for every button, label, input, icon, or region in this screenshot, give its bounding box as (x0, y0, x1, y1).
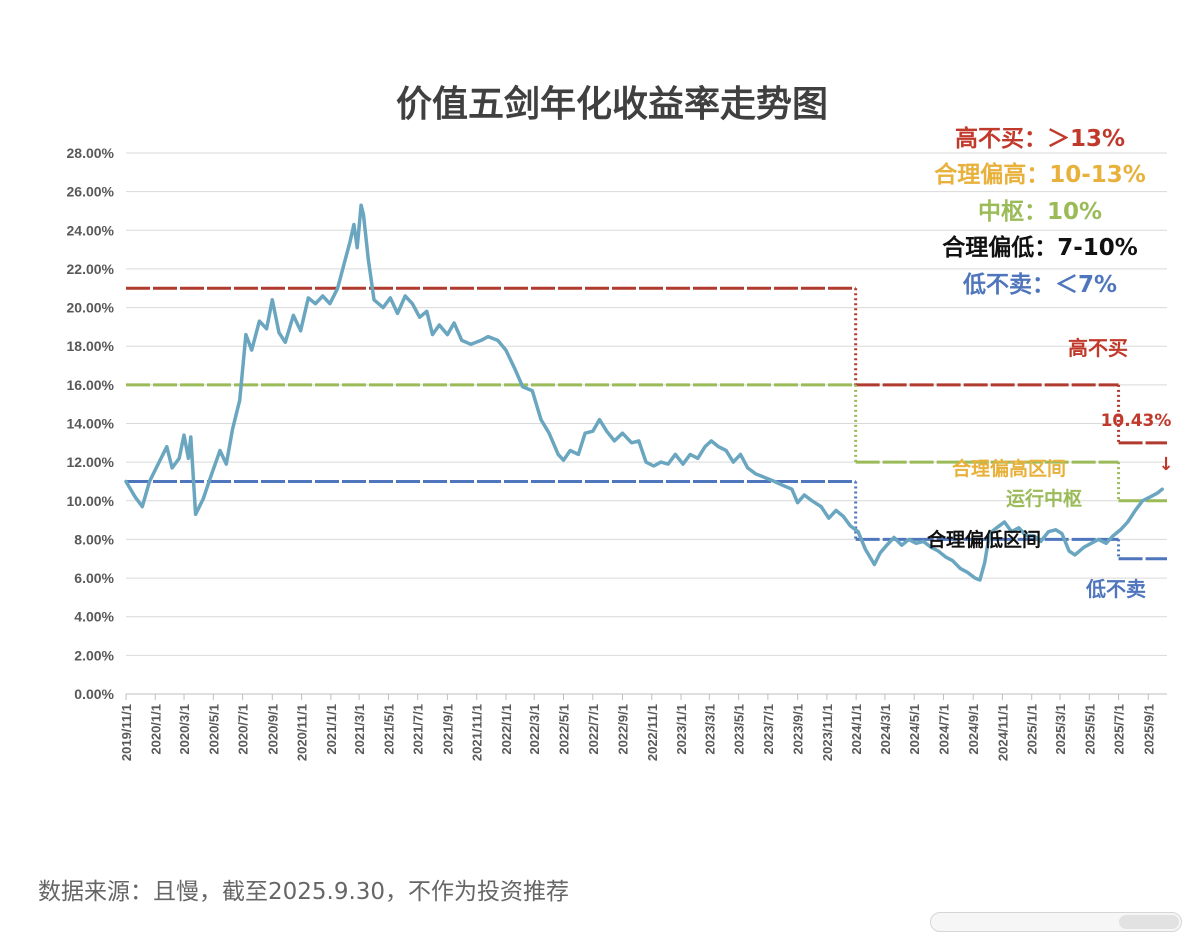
y-tick-label: 8.00% (74, 531, 114, 547)
legend-entry: 低不卖：＜7% (962, 272, 1117, 298)
x-tick-label: 2024/9/1 (966, 704, 981, 755)
horizontal-scrollbar[interactable] (930, 912, 1182, 932)
chart-title: 价值五剑年化收益率走势图 (396, 83, 828, 125)
series-line (124, 203, 1164, 582)
y-tick-label: 10.00% (67, 493, 115, 509)
x-tick-label: 2025/7/1 (1112, 704, 1127, 755)
x-tick-label: 2024/3/1 (878, 704, 893, 755)
x-tick-label: 2020/9/1 (265, 704, 280, 755)
y-tick-label: 16.00% (67, 377, 115, 393)
x-tick-label: 2021/9/1 (440, 704, 455, 755)
x-tick-label: 2021/1/1 (324, 704, 339, 755)
y-tick-label: 4.00% (74, 609, 114, 625)
chart-annotation: 低不卖 (1085, 577, 1146, 601)
data-source-note: 数据来源：且慢，截至2025.9.30，不作为投资推荐 (38, 879, 570, 905)
y-tick-label: 14.00% (67, 416, 115, 432)
x-tick-label: 2022/1/1 (499, 704, 514, 755)
x-tick-label: 2023/7/1 (761, 704, 776, 755)
chart-annotation: 运行中枢 (1006, 487, 1082, 510)
x-tick-label: 2022/3/1 (527, 704, 542, 755)
y-tick-label: 28.00% (67, 145, 115, 161)
legend-entry: 中枢：10% (978, 199, 1102, 225)
x-tick-label: 2023/9/1 (791, 704, 806, 755)
legend-entry: 高不买：＞13% (955, 125, 1125, 152)
x-tick-label: 2021/11/1 (470, 704, 485, 761)
chart-annotation: ↓ (1158, 454, 1173, 475)
x-tick-label: 2023/11/1 (820, 704, 835, 761)
x-tick-label: 2024/1/1 (849, 704, 864, 755)
x-tick-label: 2020/7/1 (236, 704, 251, 755)
y-tick-label: 18.00% (67, 338, 115, 354)
y-tick-label: 0.00% (74, 686, 114, 702)
chart-annotation: 高不买 (1068, 336, 1128, 360)
legend-entry: 合理偏高：10-13% (934, 161, 1146, 188)
y-tick-label: 22.00% (67, 261, 115, 277)
x-tick-label: 2022/5/1 (557, 704, 572, 755)
x-tick-label: 2024/7/1 (936, 704, 951, 755)
x-tick-label: 2024/5/1 (907, 704, 922, 755)
x-tick-label: 2020/11/1 (295, 704, 310, 761)
scrollbar-thumb[interactable] (1119, 915, 1179, 929)
chart-annotation: 10.43% (1101, 411, 1172, 431)
y-tick-label: 24.00% (67, 222, 115, 238)
chart-annotation: 合理偏高区间 (952, 457, 1066, 480)
y-tick-label: 12.00% (67, 454, 115, 470)
x-tick-label: 2022/9/1 (616, 704, 631, 755)
y-tick-label: 26.00% (67, 184, 115, 200)
x-tick-label: 2025/3/1 (1053, 704, 1068, 755)
x-tick-label: 2025/5/1 (1082, 704, 1097, 755)
x-tick-label: 2020/1/1 (148, 704, 163, 755)
legend-entry: 合理偏低：7-10% (942, 234, 1138, 261)
x-tick-label: 2024/11/1 (995, 704, 1010, 761)
chart-annotation: 合理偏低区间 (927, 528, 1041, 551)
x-tick-label: 2023/3/1 (702, 704, 717, 755)
y-tick-label: 2.00% (74, 647, 114, 663)
x-tick-label: 2022/7/1 (586, 704, 601, 755)
x-tick-label: 2020/5/1 (206, 704, 221, 755)
x-tick-label: 2022/11/1 (645, 704, 660, 761)
y-tick-label: 6.00% (74, 570, 114, 586)
x-tick-label: 2021/3/1 (352, 704, 367, 755)
x-tick-label: 2025/1/1 (1025, 704, 1040, 755)
x-tick-label: 2019/11/1 (119, 704, 134, 761)
x-tick-label: 2021/5/1 (381, 704, 396, 755)
x-tick-label: 2021/7/1 (411, 704, 426, 755)
x-tick-label: 2020/3/1 (177, 704, 192, 755)
x-tick-label: 2025/9/1 (1141, 704, 1156, 755)
y-tick-label: 20.00% (67, 300, 115, 316)
x-tick-label: 2023/5/1 (732, 704, 747, 755)
x-tick-label: 2023/1/1 (674, 704, 689, 755)
